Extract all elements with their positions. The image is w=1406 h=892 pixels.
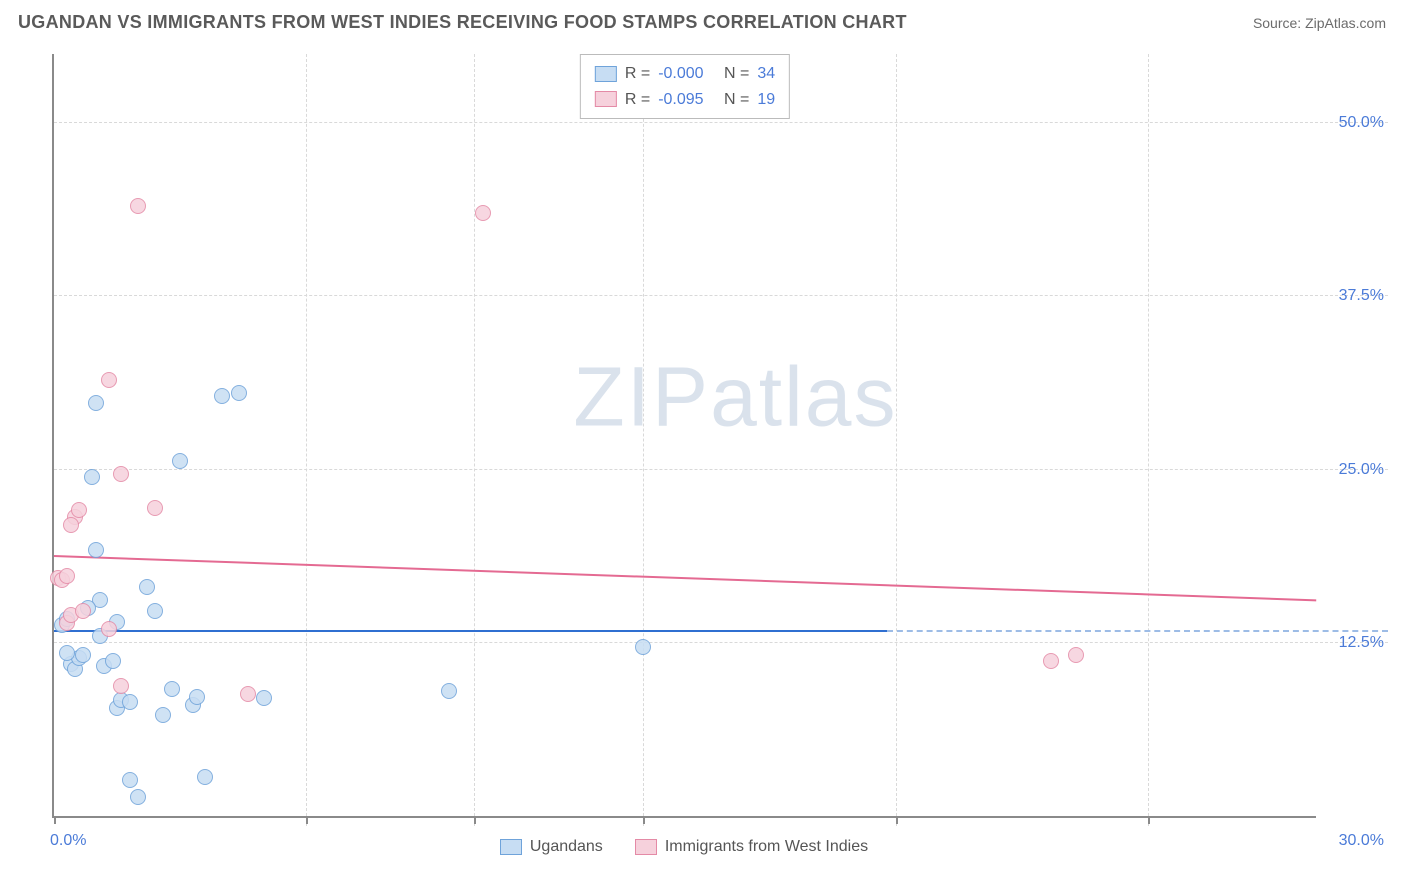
data-point [197, 769, 213, 785]
data-point [63, 517, 79, 533]
legend-label: Ugandans [530, 838, 603, 856]
y-tick-label: 50.0% [1339, 114, 1384, 132]
gridline-horizontal [54, 469, 1388, 470]
legend-row-west-indies: R = -0.095 N = 19 [595, 87, 775, 113]
gridline-horizontal [54, 642, 1388, 643]
data-point [84, 469, 100, 485]
n-label: N = [724, 61, 749, 87]
y-tick-label: 37.5% [1339, 287, 1384, 305]
data-point [75, 647, 91, 663]
legend-item-west-indies: Immigrants from West Indies [635, 838, 868, 856]
data-point [231, 385, 247, 401]
data-point [122, 772, 138, 788]
data-point [59, 568, 75, 584]
swatch-ugandans [500, 839, 522, 855]
data-point [147, 603, 163, 619]
x-tick-mark [643, 816, 645, 824]
data-point [147, 500, 163, 516]
trend-line-dashed [887, 630, 1388, 632]
x-axis-max-label: 30.0% [1339, 832, 1384, 850]
x-tick-mark [306, 816, 308, 824]
data-point [441, 683, 457, 699]
data-point [1043, 653, 1059, 669]
data-point [71, 502, 87, 518]
gridline-horizontal [54, 295, 1388, 296]
chart-title: UGANDAN VS IMMIGRANTS FROM WEST INDIES R… [18, 12, 907, 33]
swatch-west-indies [595, 91, 617, 107]
y-tick-label: 12.5% [1339, 634, 1384, 652]
data-point [172, 453, 188, 469]
x-tick-mark [896, 816, 898, 824]
legend-row-ugandans: R = -0.000 N = 34 [595, 61, 775, 87]
data-point [164, 681, 180, 697]
data-point [130, 198, 146, 214]
chart-container: Receiving Food Stamps ZIPatlas R = -0.00… [18, 44, 1388, 874]
r-value-ugandans: -0.000 [658, 61, 703, 87]
n-value-ugandans: 34 [757, 61, 775, 87]
series-legend: Ugandans Immigrants from West Indies [52, 838, 1316, 856]
x-tick-mark [54, 816, 56, 824]
data-point [101, 372, 117, 388]
data-point [139, 579, 155, 595]
data-point [130, 789, 146, 805]
plot-area: ZIPatlas R = -0.000 N = 34 R = -0.095 N … [52, 54, 1316, 818]
legend-item-ugandans: Ugandans [500, 838, 603, 856]
data-point [105, 653, 121, 669]
data-point [240, 686, 256, 702]
x-tick-mark [474, 816, 476, 824]
swatch-west-indies [635, 839, 657, 855]
data-point [475, 205, 491, 221]
data-point [113, 466, 129, 482]
correlation-legend: R = -0.000 N = 34 R = -0.095 N = 19 [580, 54, 790, 119]
legend-label: Immigrants from West Indies [665, 838, 868, 856]
data-point [189, 689, 205, 705]
r-value-west-indies: -0.095 [658, 87, 703, 113]
source-attribution: Source: ZipAtlas.com [1253, 15, 1386, 31]
gridline-horizontal [54, 122, 1388, 123]
data-point [122, 694, 138, 710]
data-point [155, 707, 171, 723]
data-point [256, 690, 272, 706]
data-point [101, 621, 117, 637]
data-point [1068, 647, 1084, 663]
swatch-ugandans [595, 66, 617, 82]
gridline-vertical [643, 54, 644, 826]
data-point [214, 388, 230, 404]
watermark: ZIPatlas [573, 348, 897, 445]
data-point [88, 395, 104, 411]
gridline-vertical [896, 54, 897, 826]
trend-line [54, 630, 887, 632]
x-tick-mark [1148, 816, 1150, 824]
gridline-vertical [306, 54, 307, 826]
data-point [59, 645, 75, 661]
gridline-vertical [1148, 54, 1149, 826]
data-point [75, 603, 91, 619]
data-point [113, 678, 129, 694]
y-tick-label: 25.0% [1339, 461, 1384, 479]
data-point [635, 639, 651, 655]
trend-line [54, 555, 1316, 601]
n-value-west-indies: 19 [757, 87, 775, 113]
n-label: N = [724, 87, 749, 113]
gridline-vertical [474, 54, 475, 826]
data-point [88, 542, 104, 558]
r-label: R = [625, 61, 650, 87]
r-label: R = [625, 87, 650, 113]
